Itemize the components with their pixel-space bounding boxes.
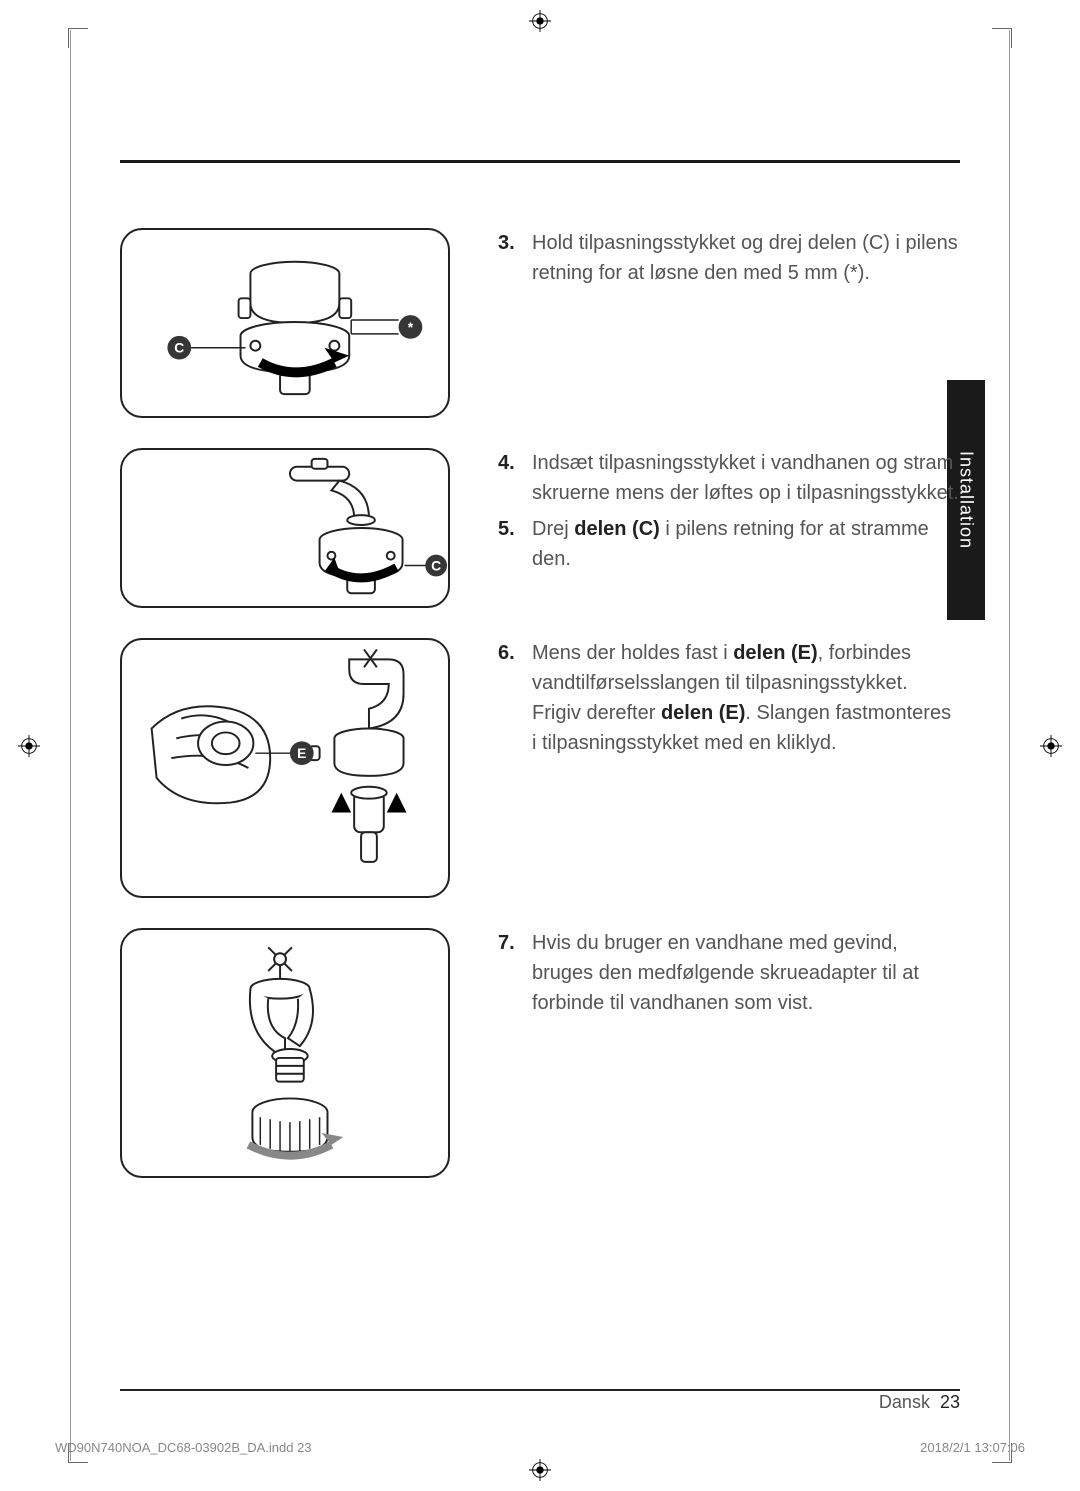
illustration-6: E xyxy=(120,638,450,898)
content-area: * C 3. Hold tilpasningsstykket og drej d… xyxy=(120,160,960,1208)
illustration-7 xyxy=(120,928,450,1178)
label-c-2: C xyxy=(431,557,441,573)
label-e: E xyxy=(297,745,306,761)
print-job-left: WD90N740NOA_DC68-03902B_DA.indd 23 xyxy=(55,1440,312,1455)
step-4-body: Indsæt tilpasningsstykket i vandhanen og… xyxy=(532,448,960,508)
step-3-number: 3. xyxy=(498,228,520,288)
print-job-right: 2018/2/1 13:07:06 xyxy=(920,1440,1025,1455)
step-6-body: Mens der holdes fast i delen (E), forbin… xyxy=(532,638,960,758)
footer-lang: Dansk xyxy=(879,1392,930,1412)
step-7-text: 7. Hvis du bruger en vandhane med gevind… xyxy=(498,928,960,1024)
registration-mark-top xyxy=(529,10,551,32)
step-row-3: * C 3. Hold tilpasningsstykket og drej d… xyxy=(120,228,960,418)
step-6-text: 6. Mens der holdes fast i delen (E), for… xyxy=(498,638,960,764)
step-4-number: 4. xyxy=(498,448,520,508)
step-row-4-5: C 4. Indsæt tilpasningsstykket i vandhan… xyxy=(120,448,960,608)
step-row-7: 7. Hvis du bruger en vandhane med gevind… xyxy=(120,928,960,1178)
step-3-text: 3. Hold tilpasningsstykket og drej delen… xyxy=(498,228,960,294)
step-5-number: 5. xyxy=(498,514,520,574)
footer-text: Dansk 23 xyxy=(867,1392,960,1413)
label-c: C xyxy=(174,340,184,356)
registration-mark-left xyxy=(18,735,40,757)
step-6-number: 6. xyxy=(498,638,520,758)
step-7-number: 7. xyxy=(498,928,520,1018)
registration-mark-bottom xyxy=(529,1459,551,1481)
label-star: * xyxy=(408,319,414,335)
footer-page-number: 23 xyxy=(940,1392,960,1412)
top-rule xyxy=(120,160,960,163)
step-5-body: Drej delen (C) i pilens retning for at s… xyxy=(532,514,960,574)
step-4-5-text: 4. Indsæt tilpasningsstykket i vandhanen… xyxy=(498,448,960,580)
step-7-body: Hvis du bruger en vandhane med gevind, b… xyxy=(532,928,960,1018)
illustration-3: * C xyxy=(120,228,450,418)
step-3-body: Hold tilpasningsstykket og drej delen (C… xyxy=(532,228,960,288)
illustration-4: C xyxy=(120,448,450,608)
step-row-6: E 6. Mens der holdes fast i delen (E), f… xyxy=(120,638,960,898)
footer-rule xyxy=(120,1389,960,1391)
registration-mark-right xyxy=(1040,735,1062,757)
